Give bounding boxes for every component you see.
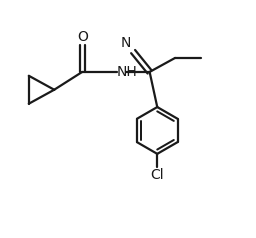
Text: O: O	[77, 30, 88, 44]
Text: Cl: Cl	[151, 168, 164, 182]
Text: NH: NH	[117, 65, 138, 79]
Text: N: N	[121, 36, 131, 50]
